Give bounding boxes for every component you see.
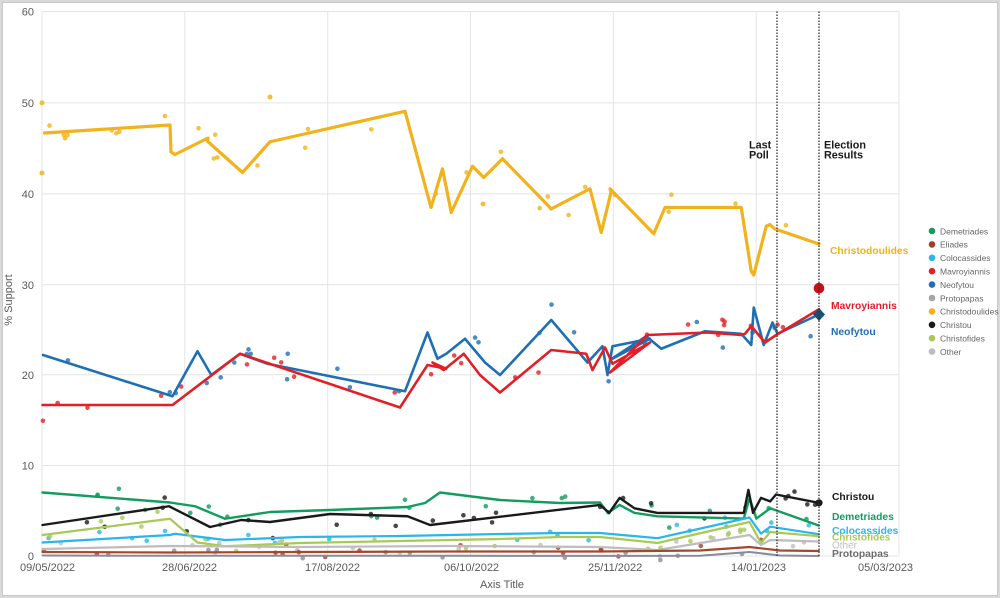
svg-text:Axis Title: Axis Title — [480, 579, 524, 591]
svg-text:06/10/2022: 06/10/2022 — [444, 562, 499, 574]
svg-text:17/08/2022: 17/08/2022 — [305, 562, 360, 574]
svg-text:Christodoulides: Christodoulides — [940, 307, 999, 317]
svg-text:Mavroyiannis: Mavroyiannis — [831, 301, 897, 312]
svg-text:40: 40 — [22, 189, 34, 201]
svg-text:60: 60 — [22, 7, 34, 19]
svg-text:Results: Results — [824, 150, 863, 162]
svg-text:Poll: Poll — [749, 150, 769, 162]
svg-text:09/05/2022: 09/05/2022 — [20, 562, 75, 574]
svg-text:Neofytou: Neofytou — [831, 327, 876, 338]
svg-text:20: 20 — [22, 370, 34, 382]
svg-text:Christou: Christou — [832, 492, 874, 503]
svg-text:Protopapas: Protopapas — [940, 293, 983, 303]
svg-text:Eliades: Eliades — [940, 240, 968, 250]
svg-text:Colocassides: Colocassides — [940, 253, 991, 263]
svg-text:05/03/2023: 05/03/2023 — [858, 562, 913, 574]
svg-text:Protopapas: Protopapas — [832, 549, 889, 560]
svg-text:28/06/2022: 28/06/2022 — [162, 562, 217, 574]
svg-text:% Support: % Support — [3, 274, 15, 325]
svg-text:Other: Other — [940, 347, 961, 357]
svg-text:Christou: Christou — [940, 320, 972, 330]
svg-text:14/01/2023: 14/01/2023 — [731, 562, 786, 574]
svg-text:Mavroyiannis: Mavroyiannis — [940, 267, 990, 277]
svg-text:30: 30 — [22, 280, 34, 292]
svg-text:50: 50 — [22, 98, 34, 110]
svg-text:Demetriades: Demetriades — [832, 512, 894, 523]
svg-text:Christodoulides: Christodoulides — [830, 246, 909, 257]
svg-text:10: 10 — [22, 461, 34, 473]
svg-text:Christofides: Christofides — [940, 334, 985, 344]
svg-text:25/11/2022: 25/11/2022 — [588, 562, 642, 574]
svg-text:Neofytou: Neofytou — [940, 280, 974, 290]
svg-text:Demetriades: Demetriades — [940, 226, 988, 236]
